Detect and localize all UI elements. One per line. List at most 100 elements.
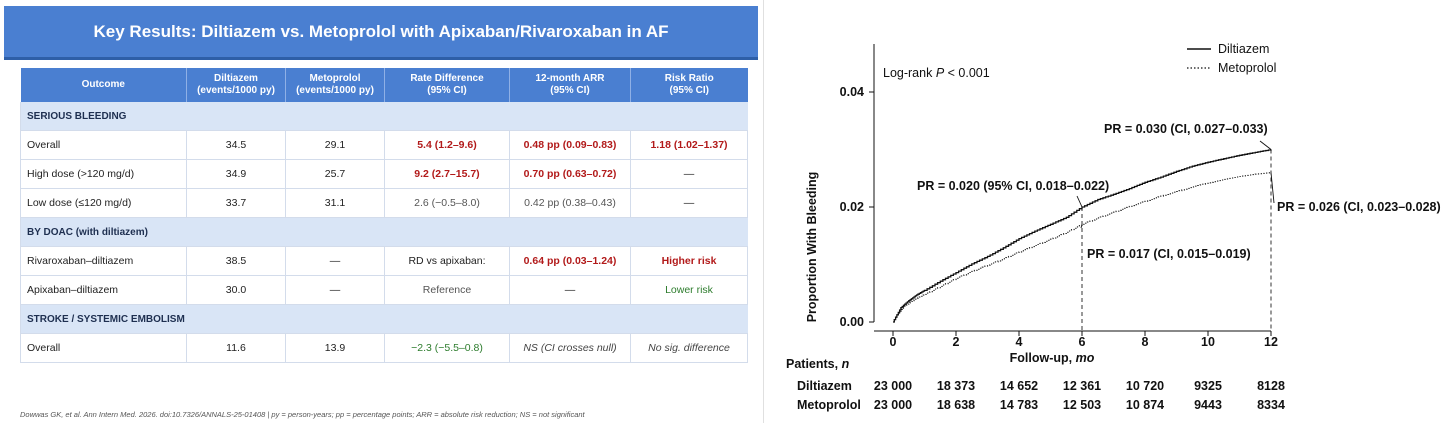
cell-outcome: Overall	[20, 130, 187, 160]
cell-risk-ratio: No sig. difference	[630, 333, 748, 363]
cell-metoprolol: 29.1	[285, 130, 385, 160]
annotation-leader	[1259, 140, 1272, 150]
curve-metoprolol	[893, 172, 1272, 323]
cell-arr: 0.48 pp (0.09–0.83)	[509, 130, 631, 160]
x-tick-label: 4	[1016, 335, 1023, 349]
chart-curves	[893, 149, 1272, 323]
cell-diltiazem: 11.6	[186, 333, 286, 363]
annotation-leader	[1270, 172, 1275, 204]
y-tick-label: 0.00	[840, 315, 864, 329]
x-tick-label: 0	[890, 335, 897, 349]
x-tick-label: 10	[1201, 335, 1215, 349]
cell-outcome: Low dose (≤120 mg/d)	[20, 188, 187, 218]
section-row-by-doac: BY DOAC (with diltiazem)	[20, 217, 748, 247]
table-row: High dose (>120 mg/d) 34.9 25.7 9.2 (2.7…	[20, 159, 748, 189]
cell-arr: 0.64 pp (0.03–1.24)	[509, 246, 631, 276]
cell-outcome: Apixaban–diltiazem	[20, 275, 187, 305]
cell-metoprolol: 25.7	[285, 159, 385, 189]
cell-risk-ratio: —	[630, 159, 748, 189]
cell-arr: 0.42 pp (0.38–0.43)	[509, 188, 631, 218]
y-axis-label: Proportion With Bleeding	[805, 172, 819, 323]
table-row: Overall 11.6 13.9 −2.3 (−5.5–0.8) NS (CI…	[20, 333, 748, 363]
x-axis-label: Follow-up, mo	[1010, 351, 1095, 365]
cell-rate-difference: −2.3 (−5.5–0.8)	[384, 333, 510, 363]
at-risk-value: 18 373	[937, 379, 975, 393]
curve-diltiazem	[893, 149, 1272, 323]
section-row-serious-bleeding: SERIOUS BLEEDING	[20, 102, 748, 131]
cell-diltiazem: 33.7	[186, 188, 286, 218]
cell-diltiazem: 34.5	[186, 130, 286, 160]
table-header-row: Outcome Diltiazem (events/1000 py) Metopr…	[20, 68, 748, 102]
at-risk-value: 14 652	[1000, 379, 1038, 393]
at-risk-value: 18 638	[937, 398, 975, 412]
at-risk-value: 23 000	[874, 398, 912, 412]
cell-risk-ratio: 1.18 (1.02–1.37)	[630, 130, 748, 160]
x-tick-label: 6	[1079, 335, 1086, 349]
y-tick-label: 0.04	[840, 85, 864, 99]
cell-outcome: Overall	[20, 333, 187, 363]
table-row: Apixaban–diltiazem 30.0 — Reference — Lo…	[20, 275, 748, 305]
at-risk-value: 23 000	[874, 379, 912, 393]
cell-diltiazem: 38.5	[186, 246, 286, 276]
cell-metoprolol: —	[285, 246, 385, 276]
results-table: Outcome Diltiazem (events/1000 py) Metopr…	[20, 68, 748, 363]
at-risk-value: 10 720	[1126, 379, 1164, 393]
at-risk-value: 12 503	[1063, 398, 1101, 412]
cell-arr: NS (CI crosses null)	[509, 333, 631, 363]
cell-metoprolol: 31.1	[285, 188, 385, 218]
panel-title: Key Results: Diltiazem vs. Metoprolol wi…	[4, 6, 758, 60]
cell-diltiazem: 34.9	[186, 159, 286, 189]
cell-arr: —	[509, 275, 631, 305]
table-row: Overall 34.5 29.1 5.4 (1.2–9.6) 0.48 pp …	[20, 130, 748, 160]
cell-risk-ratio: —	[630, 188, 748, 218]
pr-annotation: PR = 0.026 (CI, 0.023–0.028)	[1277, 200, 1441, 214]
cell-rate-difference: RD vs apixaban:	[384, 246, 510, 276]
chart-axes	[869, 44, 1275, 336]
cell-metoprolol: —	[285, 275, 385, 305]
pr-annotation: PR = 0.020 (95% CI, 0.018–0.022)	[917, 179, 1109, 193]
logrank-annotation: Log-rank P < 0.001	[883, 66, 990, 80]
at-risk-value: 10 874	[1126, 398, 1164, 412]
cell-risk-ratio: Lower risk	[630, 275, 748, 305]
table-row: Rivaroxaban–diltiazem 38.5 — RD vs apixa…	[20, 246, 748, 276]
annotation-leader	[1076, 195, 1083, 208]
pr-annotation: PR = 0.030 (CI, 0.027–0.033)	[1104, 122, 1268, 136]
x-tick-label: 2	[953, 335, 960, 349]
cell-rate-difference: 9.2 (2.7–15.7)	[384, 159, 510, 189]
cell-arr: 0.70 pp (0.63–0.72)	[509, 159, 631, 189]
col-header-outcome: Outcome	[20, 68, 187, 102]
col-header-arr: 12-month ARR (95% CI)	[509, 68, 631, 102]
pr-annotation: PR = 0.017 (CI, 0.015–0.019)	[1087, 247, 1251, 261]
cell-outcome: High dose (>120 mg/d)	[20, 159, 187, 189]
cell-rate-difference: Reference	[384, 275, 510, 305]
chart-labels: 0.00 0.02 0.04 0 2 4 6 8 10 12 Follow-up, mo Propor…	[786, 42, 1441, 412]
cell-rate-difference: 2.6 (−0.5–8.0)	[384, 188, 510, 218]
at-risk-value: 8128	[1257, 379, 1285, 393]
col-header-metoprolol: Metoprolol (events/1000 py)	[285, 68, 385, 102]
col-header-diltiazem: Diltiazem (events/1000 py)	[186, 68, 286, 102]
at-risk-value: 14 783	[1000, 398, 1038, 412]
cell-metoprolol: 13.9	[285, 333, 385, 363]
results-panel: Key Results: Diltiazem vs. Metoprolol wi…	[4, 6, 758, 419]
cell-rate-difference: 5.4 (1.2–9.6)	[384, 130, 510, 160]
y-tick-label: 0.02	[840, 200, 864, 214]
cell-outcome: Rivaroxaban–diltiazem	[20, 246, 187, 276]
kaplan-meier-chart: 0.00 0.02 0.04 0 2 4 6 8 10 12 Follow-up, mo Propor…	[786, 42, 1441, 412]
citation-footnote: Dowwas GK, et al. Ann Intern Med. 2026. …	[20, 410, 585, 419]
panel-divider	[763, 0, 764, 423]
x-tick-label: 8	[1142, 335, 1149, 349]
at-risk-value: 9443	[1194, 398, 1222, 412]
legend-label-metoprolol: Metoprolol	[1218, 61, 1276, 75]
cell-diltiazem: 30.0	[186, 275, 286, 305]
at-risk-title: Patients, n	[786, 357, 850, 371]
at-risk-value: 9325	[1194, 379, 1222, 393]
cell-risk-ratio: Higher risk	[630, 246, 748, 276]
x-tick-label: 12	[1264, 335, 1278, 349]
at-risk-row-label: Diltiazem	[797, 379, 852, 393]
col-header-rate-difference: Rate Difference (95% CI)	[384, 68, 510, 102]
section-row-stroke: STROKE / SYSTEMIC EMBOLISM	[20, 304, 748, 334]
at-risk-row-label: Metoprolol	[797, 398, 861, 412]
at-risk-value: 8334	[1257, 398, 1285, 412]
at-risk-value: 12 361	[1063, 379, 1101, 393]
col-header-risk-ratio: Risk Ratio (95% CI)	[630, 68, 748, 102]
